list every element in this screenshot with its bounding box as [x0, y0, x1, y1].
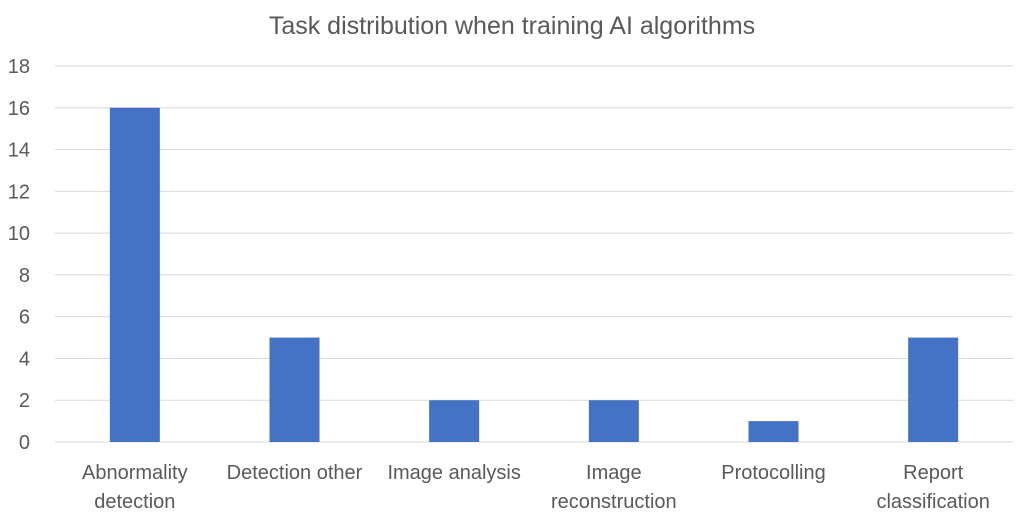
y-tick-label: 8	[19, 265, 30, 287]
bar	[269, 337, 320, 442]
y-tick-label: 10	[8, 223, 30, 245]
y-tick-label: 2	[19, 390, 30, 412]
x-tick-label: Image reconstruction	[551, 462, 677, 513]
y-tick-label: 14	[8, 140, 30, 162]
y-tick-label: 0	[19, 432, 30, 454]
x-tick-label: Report classification	[876, 462, 989, 513]
bar	[588, 400, 639, 442]
y-tick-label: 12	[8, 181, 30, 203]
bar	[908, 337, 959, 442]
x-tick-label: Abnormality detection	[82, 462, 188, 513]
x-tick-label: Image analysis	[387, 462, 520, 484]
chart-title: Task distribution when training AI algor…	[268, 12, 756, 40]
x-tick-label: Detection other	[227, 462, 363, 484]
bar	[109, 107, 160, 443]
x-tick-label: Protocolling	[721, 462, 826, 484]
y-tick-label: 18	[8, 56, 30, 78]
y-tick-label: 6	[19, 307, 30, 329]
bar	[748, 421, 799, 442]
y-tick-label: 16	[8, 98, 30, 120]
bar	[429, 400, 480, 442]
y-tick-label: 4	[19, 348, 30, 370]
